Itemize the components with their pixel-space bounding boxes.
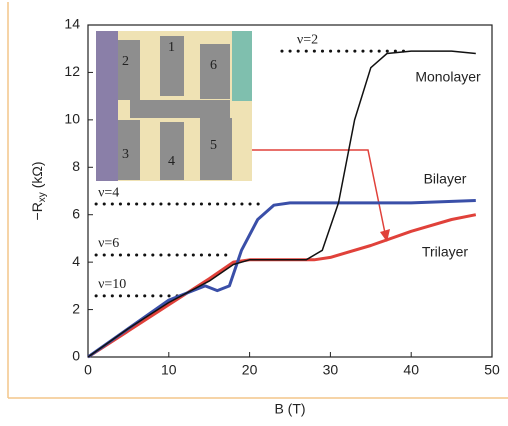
y-axis-label: −Rxy (kΩ) — [29, 162, 48, 221]
level-label: ν=2 — [297, 32, 318, 47]
inset-label: 5 — [210, 138, 217, 153]
inset-contact — [96, 31, 118, 181]
y-tick-label: 8 — [72, 158, 80, 174]
inset-contact — [232, 31, 252, 101]
series-line — [88, 215, 476, 357]
y-tick-label: 10 — [64, 111, 80, 127]
y-tick-label: 4 — [72, 253, 80, 269]
y-tick-label: 14 — [64, 16, 80, 32]
x-axis-label: B (T) — [274, 401, 305, 417]
inset-label: 2 — [122, 54, 129, 69]
inset-label: 1 — [168, 40, 175, 55]
y-tick-label: 0 — [72, 348, 80, 364]
inset-electrode — [160, 122, 184, 180]
y-tick-label: 12 — [64, 63, 80, 79]
x-tick-label: 50 — [484, 362, 500, 378]
inset-electrode — [118, 40, 140, 100]
series-line — [88, 201, 476, 358]
x-tick-label: 20 — [242, 362, 258, 378]
y-axis-label-part: −R — [29, 202, 45, 220]
x-tick-label: 10 — [161, 362, 177, 378]
y-tick-label: 6 — [72, 205, 80, 221]
inset-label: 6 — [210, 58, 217, 73]
level-label: ν=4 — [98, 185, 119, 200]
level-label: ν=6 — [98, 236, 119, 251]
series-label: Bilayer — [424, 171, 467, 187]
series-label: Trilayer — [422, 244, 468, 260]
y-axis-label-part: xy — [37, 192, 48, 202]
x-tick-label: 0 — [84, 362, 92, 378]
inset-label: 3 — [122, 147, 129, 162]
y-tick-label: 2 — [72, 300, 80, 316]
y-axis-label-part: (kΩ) — [29, 162, 45, 193]
chart: 1 2 3 4 5 6 B (T) −Rxy (kΩ) 0 10 20 30 40 50 0… — [0, 0, 508, 426]
inset-label: 4 — [168, 154, 175, 169]
x-tick-label: 30 — [323, 362, 339, 378]
inset: 1 2 3 4 5 6 — [96, 31, 252, 181]
inset-channel — [130, 100, 230, 118]
x-tick-label: 40 — [403, 362, 419, 378]
arrow — [252, 150, 386, 238]
series-label: Monolayer — [415, 69, 481, 85]
level-label: ν=10 — [98, 277, 126, 292]
